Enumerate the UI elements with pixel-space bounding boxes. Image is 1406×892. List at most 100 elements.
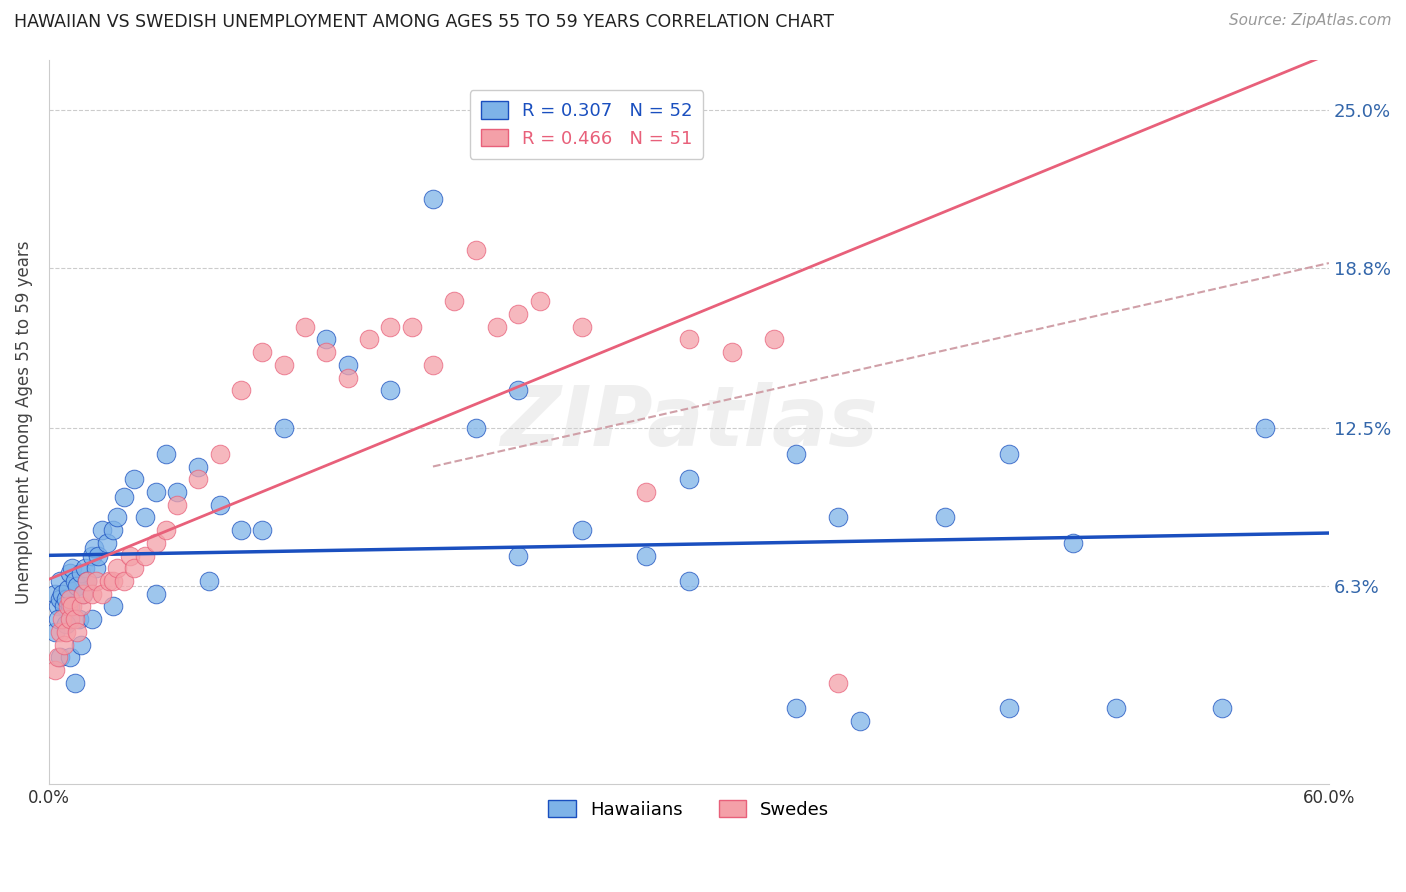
Point xyxy=(72,587,94,601)
Point xyxy=(91,523,114,537)
Point xyxy=(529,294,551,309)
Point xyxy=(44,587,66,601)
Point xyxy=(70,599,93,614)
Point xyxy=(52,599,75,614)
Point xyxy=(155,523,177,537)
Point xyxy=(56,582,79,596)
Point xyxy=(155,447,177,461)
Point xyxy=(59,599,82,614)
Point xyxy=(55,591,77,606)
Point xyxy=(46,612,69,626)
Point xyxy=(48,574,70,588)
Point xyxy=(273,358,295,372)
Point xyxy=(76,574,98,588)
Point xyxy=(101,574,124,588)
Point xyxy=(198,574,221,588)
Point xyxy=(785,447,807,461)
Point xyxy=(145,587,167,601)
Point xyxy=(124,561,146,575)
Point xyxy=(485,319,508,334)
Point xyxy=(66,579,89,593)
Point xyxy=(75,561,97,575)
Point xyxy=(80,587,103,601)
Point xyxy=(763,332,786,346)
Point xyxy=(84,574,107,588)
Point xyxy=(105,510,128,524)
Point xyxy=(72,587,94,601)
Point xyxy=(508,549,530,563)
Y-axis label: Unemployment Among Ages 55 to 59 years: Unemployment Among Ages 55 to 59 years xyxy=(15,240,32,604)
Point xyxy=(134,510,156,524)
Point xyxy=(80,612,103,626)
Point xyxy=(678,472,700,486)
Point xyxy=(44,624,66,639)
Text: HAWAIIAN VS SWEDISH UNEMPLOYMENT AMONG AGES 55 TO 59 YEARS CORRELATION CHART: HAWAIIAN VS SWEDISH UNEMPLOYMENT AMONG A… xyxy=(14,13,834,31)
Point xyxy=(1211,701,1233,715)
Point xyxy=(827,675,849,690)
Point xyxy=(67,612,90,626)
Point xyxy=(273,421,295,435)
Point xyxy=(48,624,70,639)
Point xyxy=(720,345,742,359)
Point xyxy=(934,510,956,524)
Point xyxy=(145,485,167,500)
Point xyxy=(101,599,124,614)
Point xyxy=(827,510,849,524)
Point xyxy=(315,345,337,359)
Point xyxy=(166,485,188,500)
Point xyxy=(62,599,84,614)
Point xyxy=(336,370,359,384)
Point xyxy=(59,650,82,665)
Point xyxy=(59,591,82,606)
Point xyxy=(80,549,103,563)
Point xyxy=(422,193,444,207)
Point xyxy=(55,624,77,639)
Point xyxy=(48,591,70,606)
Point xyxy=(124,472,146,486)
Point xyxy=(96,536,118,550)
Point xyxy=(83,541,105,555)
Point xyxy=(678,574,700,588)
Point xyxy=(336,358,359,372)
Point xyxy=(84,561,107,575)
Point xyxy=(105,561,128,575)
Point xyxy=(357,332,380,346)
Point xyxy=(63,675,86,690)
Point xyxy=(63,574,86,588)
Point xyxy=(998,701,1021,715)
Point xyxy=(636,549,658,563)
Point xyxy=(464,421,486,435)
Point xyxy=(380,319,402,334)
Point xyxy=(112,490,135,504)
Point xyxy=(998,447,1021,461)
Point xyxy=(315,332,337,346)
Point xyxy=(55,617,77,632)
Point xyxy=(76,574,98,588)
Point xyxy=(1062,536,1084,550)
Point xyxy=(187,459,209,474)
Point xyxy=(48,650,70,665)
Point xyxy=(571,319,593,334)
Point xyxy=(848,714,870,728)
Legend: Hawaiians, Swedes: Hawaiians, Swedes xyxy=(541,793,837,826)
Point xyxy=(46,599,69,614)
Point xyxy=(678,332,700,346)
Point xyxy=(51,612,73,626)
Point xyxy=(252,345,274,359)
Point xyxy=(187,472,209,486)
Point xyxy=(636,485,658,500)
Point xyxy=(62,561,84,575)
Point xyxy=(59,612,82,626)
Point xyxy=(51,587,73,601)
Point xyxy=(112,574,135,588)
Point xyxy=(422,358,444,372)
Point xyxy=(66,624,89,639)
Point xyxy=(508,307,530,321)
Point xyxy=(252,523,274,537)
Point xyxy=(208,498,231,512)
Point xyxy=(229,523,252,537)
Point xyxy=(70,566,93,581)
Point xyxy=(56,599,79,614)
Point xyxy=(380,383,402,397)
Point xyxy=(70,638,93,652)
